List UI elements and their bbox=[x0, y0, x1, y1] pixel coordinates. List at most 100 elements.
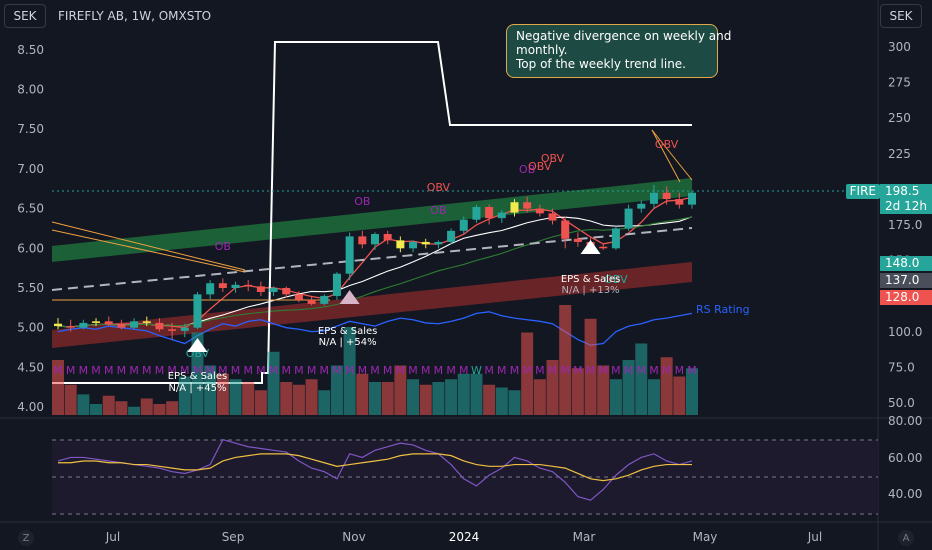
oscillator-tick: 60.00 bbox=[888, 451, 922, 465]
candle-body bbox=[459, 219, 468, 231]
candle-body bbox=[231, 284, 240, 288]
m-marker: M bbox=[243, 364, 253, 377]
candle-body bbox=[92, 321, 101, 323]
m-marker: M bbox=[104, 364, 114, 377]
signal-label: OBV bbox=[655, 138, 679, 151]
volume-bar bbox=[191, 332, 204, 415]
eps-triangle bbox=[580, 240, 601, 254]
m-marker: M bbox=[586, 364, 596, 377]
volume-bar bbox=[242, 382, 255, 415]
volume-bar bbox=[343, 327, 356, 415]
m-marker: M bbox=[180, 364, 190, 377]
m-marker: M bbox=[510, 364, 520, 377]
volume-bar bbox=[381, 382, 394, 415]
m-marker: M bbox=[611, 364, 621, 377]
y-tick-left: 8.50 bbox=[17, 43, 44, 57]
volume-bar bbox=[280, 382, 293, 415]
candle-body bbox=[332, 273, 341, 296]
m-marker: M bbox=[269, 364, 279, 377]
candle-body bbox=[168, 329, 177, 331]
m-marker: M bbox=[167, 364, 177, 377]
candle-body bbox=[383, 234, 392, 241]
m-marker: M bbox=[687, 364, 697, 377]
candle-body bbox=[434, 241, 443, 245]
candle-body bbox=[117, 324, 126, 328]
x-tick: 2024 bbox=[449, 530, 480, 544]
annotation-callout[interactable]: Negative divergence on weekly and monthl… bbox=[506, 24, 732, 78]
currency-selector-left[interactable]: SEK bbox=[4, 4, 46, 28]
candle-body bbox=[358, 236, 367, 245]
candle-body bbox=[66, 326, 75, 328]
y-tick-left: 7.00 bbox=[17, 162, 44, 176]
timezone-button[interactable]: Z bbox=[18, 530, 34, 546]
m-marker: M bbox=[598, 364, 608, 377]
signal-label: OB bbox=[354, 195, 370, 208]
y-tick-right: 275 bbox=[888, 76, 911, 90]
oscillator-line bbox=[57, 438, 693, 501]
volume-bar bbox=[495, 387, 508, 415]
y-tick-left: 8.00 bbox=[17, 83, 44, 97]
candle-body bbox=[675, 199, 684, 205]
volume-bar bbox=[394, 365, 407, 415]
fan-line-1 bbox=[51, 221, 246, 271]
candle-body bbox=[421, 241, 430, 245]
signal-label: OB bbox=[430, 204, 446, 217]
y-tick-right: 225 bbox=[888, 147, 911, 161]
auto-scale-button[interactable]: A bbox=[898, 530, 914, 546]
volume-bar bbox=[508, 390, 521, 415]
volume-bar bbox=[330, 365, 343, 415]
candle-body bbox=[485, 207, 494, 219]
m-marker: M bbox=[370, 364, 380, 377]
m-marker: M bbox=[637, 364, 647, 377]
candle-body bbox=[155, 322, 164, 330]
m-marker: M bbox=[497, 364, 507, 377]
fan-line-2 bbox=[51, 229, 246, 273]
m-marker: M bbox=[383, 364, 393, 377]
volume-bar bbox=[622, 360, 635, 415]
m-marker: M bbox=[522, 364, 532, 377]
m-marker: M bbox=[459, 364, 469, 377]
candle-body bbox=[320, 295, 329, 304]
m-marker: M bbox=[193, 364, 203, 377]
symbol-title: FIREFLY AB, 1W, OMXSTO bbox=[58, 9, 212, 23]
ma-long bbox=[57, 216, 693, 328]
annotation-line: monthly. bbox=[516, 43, 568, 57]
volume-bar bbox=[432, 382, 445, 415]
m-marker: M bbox=[320, 364, 330, 377]
eps-value: N/A | +54% bbox=[319, 337, 377, 348]
currency-selector-right[interactable]: SEK bbox=[880, 4, 922, 28]
signal-label: OB bbox=[215, 240, 231, 253]
volume-bar bbox=[673, 376, 686, 415]
y-tick-right: 175.0 bbox=[888, 218, 922, 232]
m-marker: M bbox=[560, 364, 570, 377]
y-tick-right: 50.0 bbox=[888, 396, 915, 410]
volume-bar bbox=[483, 384, 496, 415]
volume-bar bbox=[128, 406, 141, 415]
volume-bar bbox=[571, 368, 584, 415]
m-marker: M bbox=[66, 364, 76, 377]
annotation-line: Top of the weekly trend line. bbox=[516, 57, 686, 71]
volume-bar bbox=[445, 379, 458, 415]
callout-leader-1 bbox=[651, 129, 693, 181]
m-marker: M bbox=[396, 364, 406, 377]
volume-bar bbox=[647, 379, 660, 415]
m-marker: M bbox=[358, 364, 368, 377]
lower-level-tag: 128.0 bbox=[880, 290, 932, 305]
countdown-tag: 2d 12h bbox=[880, 199, 932, 214]
annotation-line: Negative divergence on weekly and bbox=[516, 29, 732, 43]
y-tick-left: 5.00 bbox=[17, 321, 44, 335]
candle-body bbox=[510, 202, 519, 213]
eps-label: EPS & Sales bbox=[168, 371, 227, 382]
m-marker: M bbox=[548, 364, 558, 377]
volume-bar bbox=[419, 384, 432, 415]
oscillator-tick: 40.00 bbox=[888, 487, 922, 501]
volume-bar bbox=[115, 401, 128, 415]
volume-bar bbox=[597, 365, 610, 415]
volume-bar bbox=[178, 376, 191, 415]
m-marker: M bbox=[662, 364, 672, 377]
upper-level-tag: 148.0 bbox=[880, 256, 932, 271]
trend-dashed bbox=[51, 227, 693, 291]
candle-body bbox=[206, 283, 215, 295]
candle-body bbox=[688, 192, 696, 205]
m-marker: W bbox=[471, 364, 482, 377]
